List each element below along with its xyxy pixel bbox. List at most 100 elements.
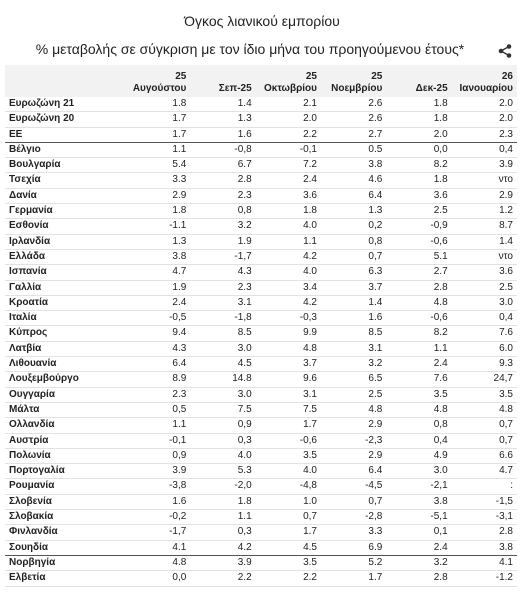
- cell: -2,3: [320, 433, 387, 449]
- cell: 4.0: [255, 463, 321, 480]
- row-label: Ιρλανδία: [5, 234, 125, 250]
- cell: 6.4: [125, 356, 191, 373]
- cell: 4.1: [451, 555, 517, 572]
- cell: 0,9: [125, 448, 191, 465]
- cell: 4.0: [255, 218, 321, 235]
- cell: 3.7: [255, 356, 321, 373]
- table-row: Βουλγαρία 5.4 6.7 7.2 3.8 8.2 3.9: [5, 157, 517, 174]
- cell: 1.4: [190, 97, 256, 113]
- row-label: Ευρωζώνη 20: [5, 111, 125, 128]
- cell: 1.8: [125, 97, 191, 113]
- cell: 3.6: [386, 188, 452, 205]
- cell: 2.0: [451, 97, 517, 113]
- table-row: Ιρλανδία 1.3 1.9 1.1 0,8 -0,6 1.4: [5, 234, 517, 250]
- row-label: Λατβία: [5, 341, 125, 358]
- row-label: Βέλγιο: [5, 142, 125, 159]
- cell: 4.8: [386, 295, 452, 312]
- cell: 3.8: [386, 494, 452, 511]
- cell: 3.2: [190, 218, 256, 235]
- cell: 0,8: [190, 203, 256, 220]
- column-header: [5, 65, 125, 97]
- cell: 5.4: [125, 157, 191, 174]
- cell: 1.1: [255, 234, 321, 250]
- cell: 3.9: [451, 157, 517, 174]
- row-label: Ιταλία: [5, 310, 125, 327]
- cell: 3.8: [320, 157, 387, 174]
- cell: 0,7: [451, 433, 517, 449]
- cell: 5.1: [386, 249, 452, 266]
- cell: -0,5: [125, 310, 191, 327]
- cell: 3.3: [320, 524, 387, 541]
- cell: 7.2: [255, 157, 321, 174]
- cell: 9.6: [255, 371, 321, 388]
- cell: 3.5: [255, 555, 321, 572]
- cell: 2.9: [451, 188, 517, 205]
- cell: 0,3: [190, 433, 256, 449]
- cell: 1.8: [190, 494, 256, 511]
- cell: ντο: [451, 249, 517, 266]
- column-header-line: Αυγούστου: [132, 83, 187, 94]
- column-header-line: 25: [371, 71, 383, 82]
- cell: 1.2: [451, 203, 517, 220]
- cell: 4.8: [451, 402, 517, 419]
- column-header: 25 Αυγούστου: [125, 65, 191, 97]
- cell: 8.9: [125, 371, 191, 388]
- cell: 8.7: [451, 218, 517, 235]
- row-label: Φινλανδία: [5, 524, 125, 541]
- table-row: Ελλάδα 3.8 -1,7 4.2 0,7 5.1 ντο: [5, 249, 517, 266]
- cell: 2.0: [386, 127, 452, 143]
- table-row: Σουηδία 4.1 4.2 4.5 6.9 2.4 3.8: [5, 540, 517, 556]
- column-header: 25 Νοεμβρίου: [320, 65, 387, 97]
- table-row: Σλοβακία -0,2 1.1 0,7 -2,8 -5,1 -3,1: [5, 509, 517, 526]
- cell: 1.3: [125, 234, 191, 250]
- table-row: Φινλανδία -1,7 0,3 1.7 3.3 0,1 2.8: [5, 524, 517, 541]
- column-header-line: Νοεμβρίου: [331, 83, 383, 94]
- cell: 2.9: [125, 188, 191, 205]
- cell: 1.1: [125, 417, 191, 434]
- share-icon[interactable]: [498, 44, 512, 58]
- table-body: Ευρωζώνη 21 1.8 1.4 2.1 2.6 1.8 2.0 Ευρωζώνη 20…: [5, 97, 517, 587]
- cell: 6.9: [320, 540, 387, 556]
- cell: 4.8: [125, 555, 191, 572]
- cell: -0,2: [125, 509, 191, 526]
- cell: -1,7: [190, 249, 256, 266]
- cell: 3.7: [320, 280, 387, 296]
- cell: -1,5: [451, 494, 517, 511]
- cell: -0,8: [190, 142, 256, 159]
- column-header: 26 Ιανουαρίου: [451, 65, 517, 97]
- table-row: Λουξεμβούργο 8.9 14.8 9.6 6.5 7.6 24,7: [5, 371, 517, 388]
- cell: 1.8: [125, 203, 191, 220]
- row-label: Ισπανία: [5, 264, 125, 281]
- column-header-line: 26: [501, 71, 513, 82]
- cell: -5,1: [386, 509, 452, 526]
- cell: 4.8: [386, 402, 452, 419]
- cell: 4.3: [190, 264, 256, 281]
- cell: 1.7: [255, 524, 321, 541]
- table-row: Σλοβενία 1.6 1.8 1.0 0,7 3.8 -1,5: [5, 494, 517, 511]
- cell: 1.7: [125, 111, 191, 128]
- row-label: Εσθονία: [5, 218, 125, 235]
- cell: 0,3: [190, 524, 256, 541]
- cell: 3.9: [190, 555, 256, 572]
- cell: 2.3: [125, 387, 191, 403]
- cell: 1.8: [386, 111, 452, 128]
- cell: 1.4: [451, 234, 517, 250]
- cell: 2.7: [386, 264, 452, 281]
- cell: 2.2: [190, 570, 256, 587]
- cell: 2.3: [190, 280, 256, 296]
- cell: -1,7: [125, 524, 191, 541]
- cell: :: [451, 478, 517, 495]
- cell: ντο: [451, 172, 517, 189]
- cell: 3.0: [451, 295, 517, 312]
- row-label: Πορτογαλία: [5, 463, 125, 480]
- cell: 2.1: [255, 97, 321, 113]
- cell: -0,3: [255, 310, 321, 327]
- column-header: Δεκ-25: [386, 65, 452, 97]
- table-row: Εσθονία -1.1 3.2 4.0 0,2 -0,9 8.7: [5, 218, 517, 235]
- cell: 0,4: [451, 142, 517, 159]
- cell: 1.0: [255, 494, 321, 511]
- cell: 3.6: [451, 264, 517, 281]
- cell: 3.3: [125, 172, 191, 189]
- row-label: ΕΕ: [5, 127, 125, 143]
